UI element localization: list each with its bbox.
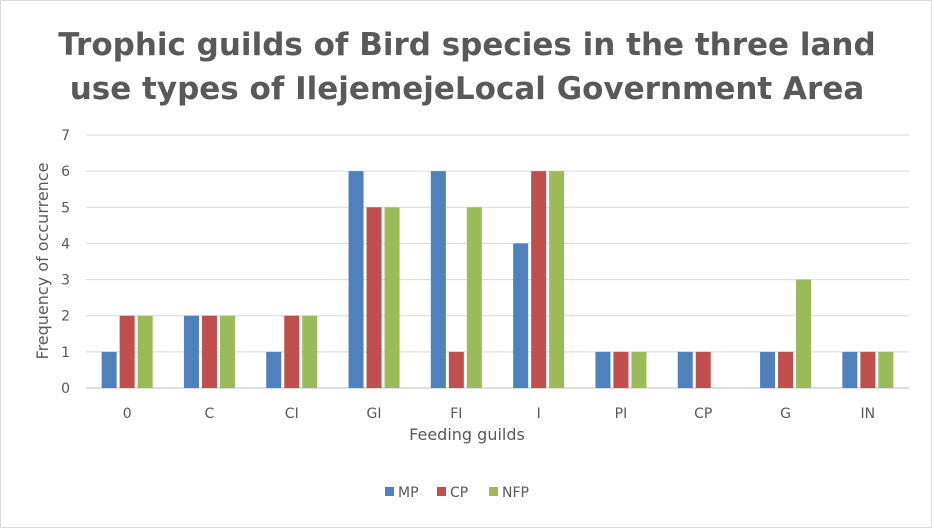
y-tick-label: 0: [61, 381, 70, 397]
bar-mp-i: [513, 243, 529, 388]
x-tick-label: FI: [450, 406, 462, 422]
bar-cp-fi: [448, 351, 464, 388]
bar-nfp-i: [549, 171, 565, 388]
y-tick-label: 7: [61, 128, 70, 144]
bar-mp-in: [842, 351, 858, 388]
bar-cp-g: [778, 351, 794, 388]
y-tick-label: 3: [61, 273, 70, 289]
bar-nfp-c: [219, 315, 235, 388]
y-axis-label: Frequency of occurrence: [33, 163, 52, 360]
bar-cp-pi: [613, 351, 629, 388]
chart-title-line-1: Trophic guilds of Bird species in the th…: [58, 27, 875, 63]
bar-mp-gi: [348, 171, 364, 388]
bar-nfp-fi: [466, 207, 482, 388]
x-tick-label: G: [780, 406, 791, 422]
y-tick-label: 2: [61, 309, 70, 325]
chart-title-line-2: use types of IlejemejeLocal Government A…: [70, 71, 865, 107]
legend-swatch-mp: [385, 487, 394, 496]
bar-mp-g: [760, 351, 776, 388]
x-tick-label: GI: [367, 406, 382, 422]
bar-nfp-0: [137, 315, 153, 388]
bar-cp-0: [119, 315, 135, 388]
bar-cp-gi: [366, 207, 382, 388]
bar-mp-0: [101, 351, 117, 388]
legend-label-cp: CP: [450, 485, 468, 501]
bar-mp-pi: [595, 351, 611, 388]
bar-nfp-in: [878, 351, 894, 388]
x-tick-label: PI: [615, 406, 628, 422]
bar-nfp-g: [796, 279, 812, 388]
bars: [101, 171, 894, 388]
bar-cp-ci: [284, 315, 300, 388]
bar-cp-cp: [695, 351, 711, 388]
bar-mp-ci: [266, 351, 282, 388]
x-axis: 0 C CI GI FI I PI CP G IN: [123, 406, 875, 422]
y-axis-ticks: 0 1 2 3 4 5 6 7: [61, 128, 70, 397]
legend: MP CP NFP: [385, 485, 529, 501]
legend-label-nfp: NFP: [502, 485, 529, 501]
y-tick-label: 5: [61, 200, 70, 216]
bar-cp-c: [201, 315, 217, 388]
y-tick-label: 4: [61, 236, 70, 252]
x-tick-label: CP: [694, 406, 712, 422]
x-tick-label: 0: [123, 406, 132, 422]
legend-swatch-cp: [437, 487, 446, 496]
x-tick-label: C: [205, 406, 215, 422]
y-tick-label: 6: [61, 164, 70, 180]
bar-cp-i: [531, 171, 547, 388]
legend-swatch-nfp: [489, 487, 498, 496]
x-tick-label: I: [537, 406, 541, 422]
bar-nfp-gi: [384, 207, 400, 388]
legend-label-mp: MP: [398, 485, 419, 501]
x-tick-label: IN: [861, 406, 876, 422]
bar-nfp-ci: [302, 315, 318, 388]
chart-title: Trophic guilds of Bird species in the th…: [58, 27, 875, 107]
x-tick-label: CI: [285, 406, 299, 422]
bar-cp-in: [860, 351, 876, 388]
bar-mp-cp: [677, 351, 693, 388]
bar-mp-fi: [430, 171, 446, 388]
bar-nfp-pi: [631, 351, 647, 388]
x-axis-label: Feeding guilds: [409, 425, 525, 444]
y-tick-label: 1: [61, 345, 70, 361]
bar-mp-c: [183, 315, 199, 388]
